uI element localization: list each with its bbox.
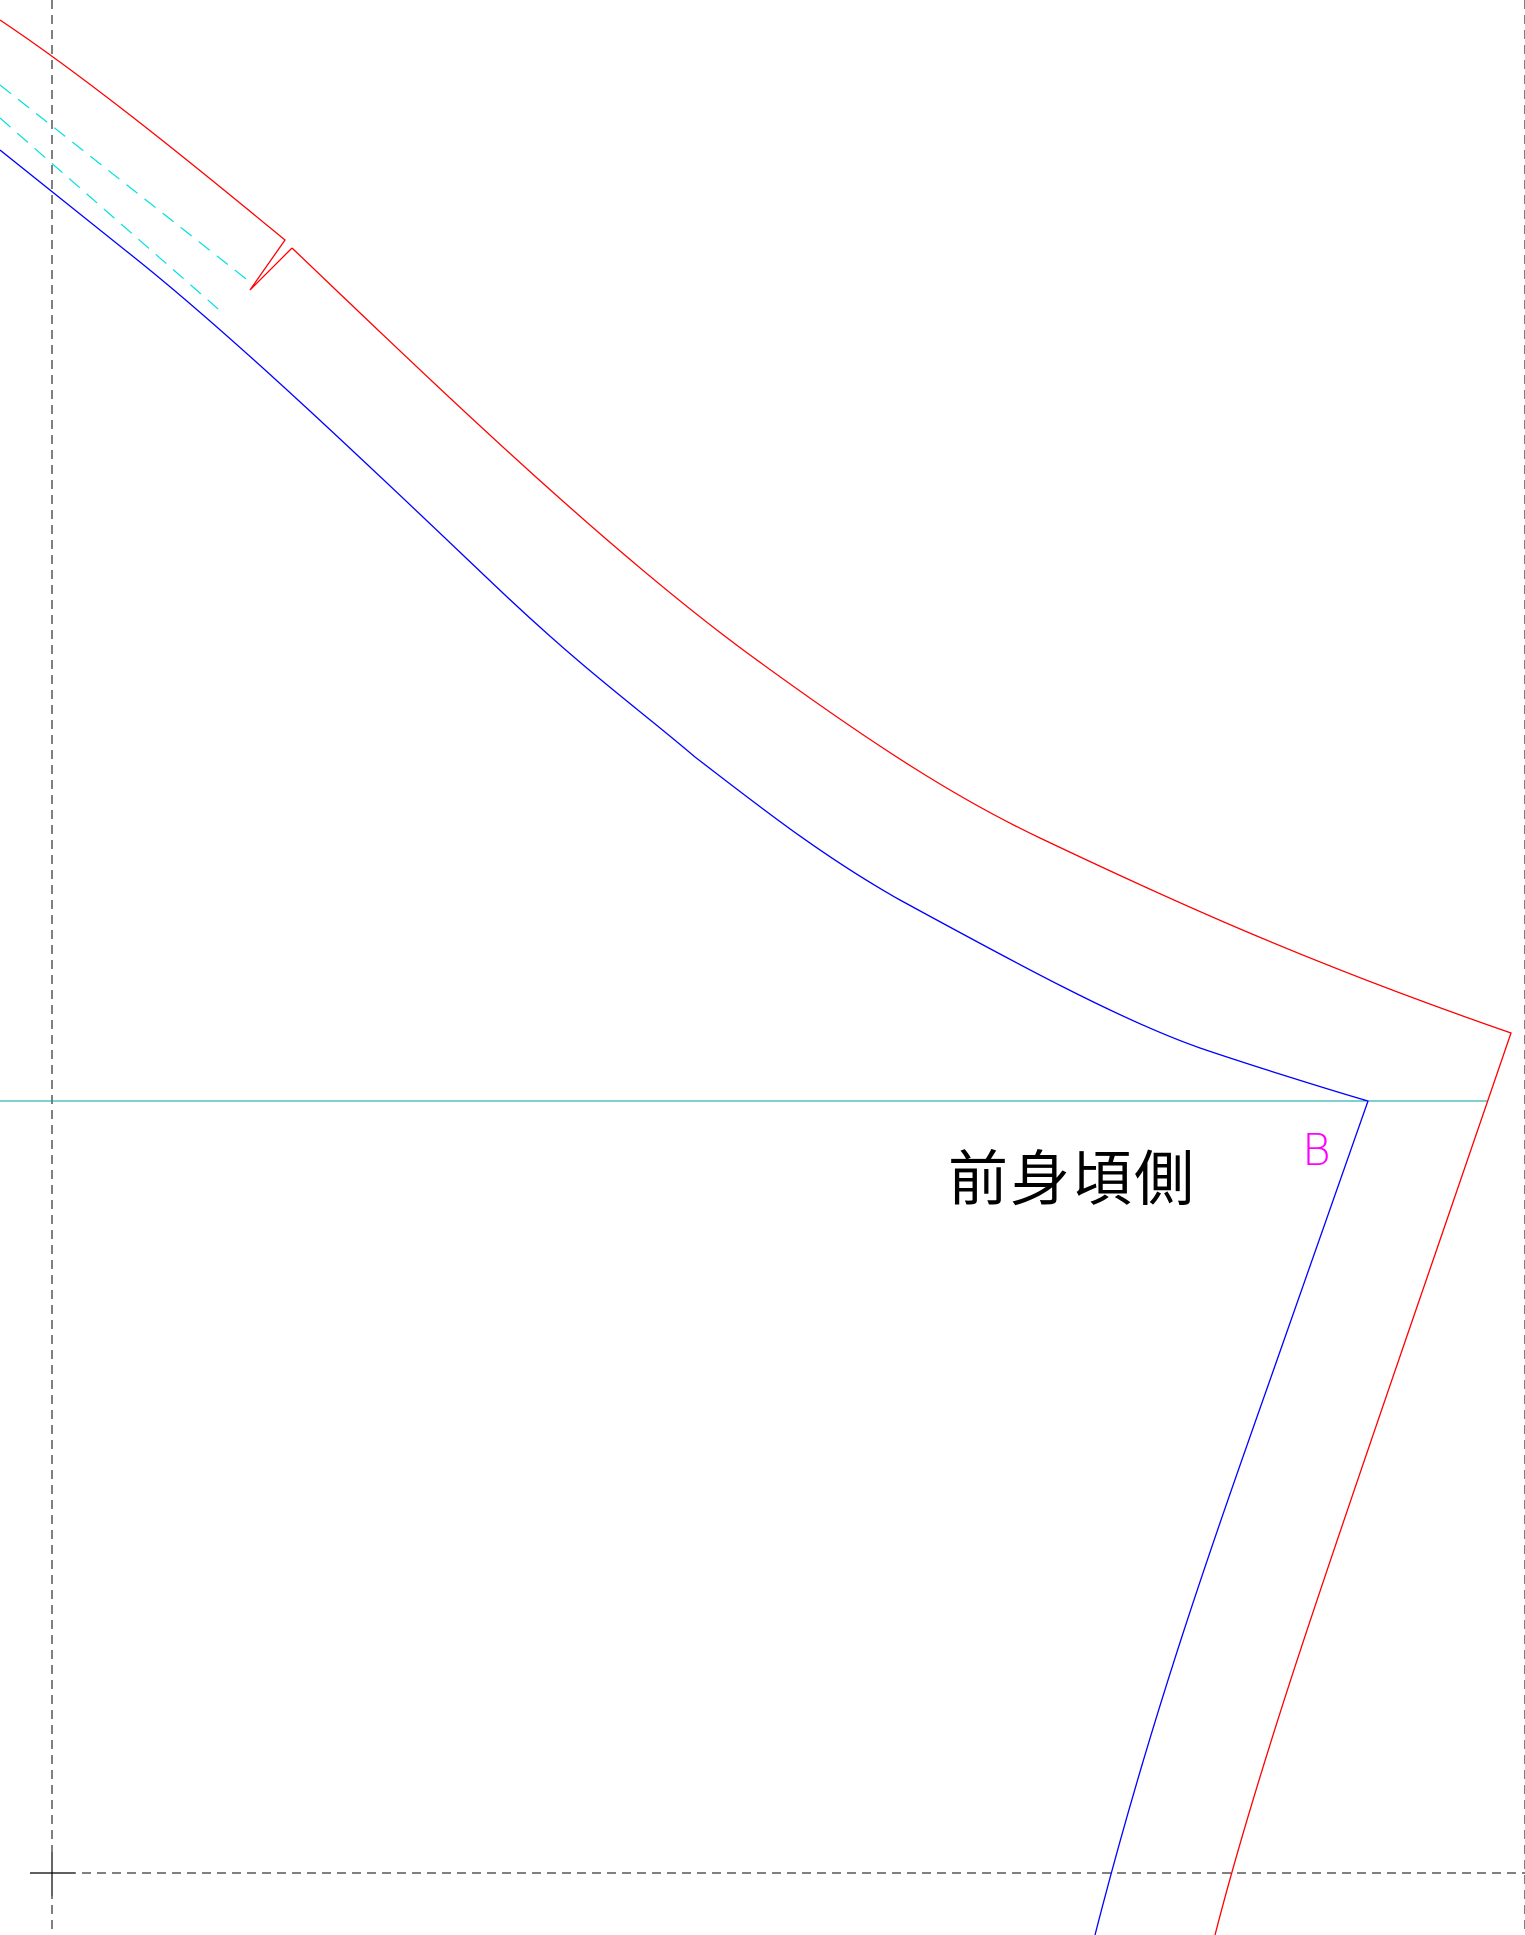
dart-line-lower — [0, 118, 225, 315]
crop-mark — [30, 1852, 75, 1896]
page-boundary — [52, 0, 1525, 1935]
cut-line — [292, 248, 1511, 1935]
pattern-piece-label: 前身頃側 — [948, 1145, 1196, 1215]
dart-lines — [0, 85, 250, 315]
dart-line-upper — [0, 85, 250, 282]
point-label: B — [1302, 1125, 1331, 1176]
seam-line — [0, 150, 1368, 1935]
cut-line-upper — [0, 20, 292, 290]
